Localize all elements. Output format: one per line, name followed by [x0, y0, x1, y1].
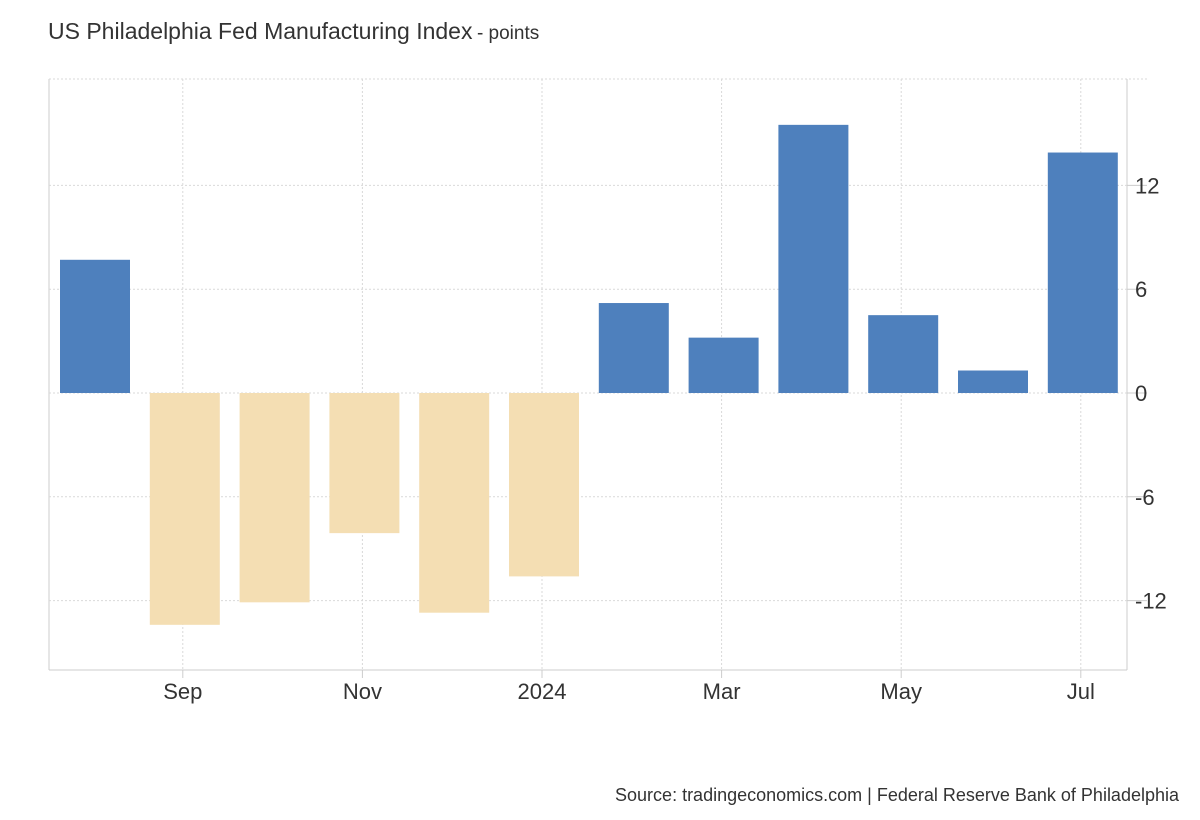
bar [149, 393, 220, 625]
chart-subtitle: - points [476, 23, 540, 44]
bar [1047, 152, 1118, 393]
bar [958, 370, 1028, 393]
bar [688, 337, 759, 393]
bar [598, 303, 669, 393]
bar [239, 393, 310, 603]
x-tick-label: Mar [703, 679, 741, 704]
chart-title: US Philadelphia Fed Manufacturing Index [48, 18, 473, 44]
source-note: Source: tradingeconomics.com | Federal R… [615, 785, 1179, 805]
y-tick-label: -12 [1135, 589, 1167, 614]
y-tick-label: 0 [1135, 381, 1147, 406]
y-tick-label: 6 [1135, 277, 1147, 302]
chart-header: US Philadelphia Fed Manufacturing Index … [48, 18, 539, 45]
y-tick-label: 12 [1135, 173, 1159, 198]
bar [60, 259, 130, 393]
x-tick-label: Sep [163, 679, 202, 704]
x-tick-label: Jul [1067, 679, 1095, 704]
x-tick-label: May [880, 679, 922, 704]
y-tick-label: -6 [1135, 485, 1155, 510]
bar [329, 393, 400, 534]
bar [419, 393, 490, 613]
x-tick-label: 2024 [518, 679, 567, 704]
bar [509, 393, 579, 577]
bar [778, 124, 849, 393]
x-tick-label: Nov [343, 679, 382, 704]
bar [868, 315, 939, 393]
